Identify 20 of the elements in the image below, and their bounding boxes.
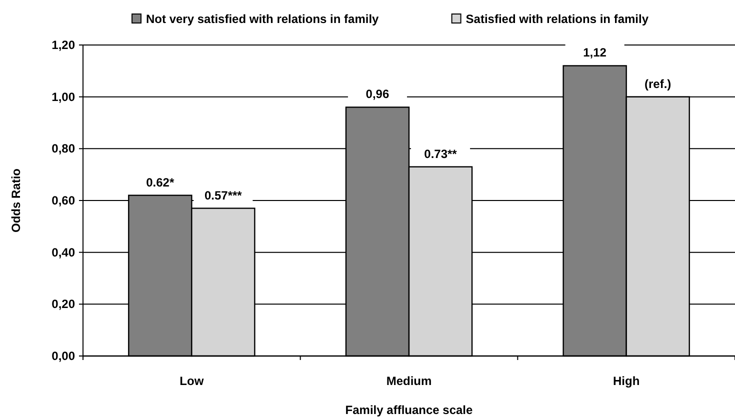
legend-label: Not very satisfied with relations in family — [146, 12, 380, 26]
data-label: 0.73** — [424, 146, 458, 161]
data-label: (ref.) — [644, 76, 672, 91]
x-tick-label: Medium — [386, 374, 432, 388]
data-label: 0,96 — [366, 87, 390, 102]
y-tick-label: 0,40 — [52, 245, 76, 260]
data-label: 1,12 — [583, 46, 607, 60]
data-label: 0.62* — [146, 175, 174, 190]
y-tick-label: 1,00 — [52, 90, 76, 104]
y-tick-label: 0,20 — [52, 297, 76, 312]
x-axis-title: Family affluance scale — [345, 403, 474, 417]
y-tick-label: 0,00 — [52, 349, 76, 363]
legend-label: Satisfied with relations in family — [466, 12, 649, 26]
x-tick-label: Low — [180, 374, 204, 388]
y-tick-label: 0,80 — [52, 142, 76, 156]
y-axis-title: Odds Ratio — [9, 168, 23, 233]
y-tick-label: 0,60 — [52, 194, 76, 208]
x-tick-label: High — [612, 374, 640, 388]
data-label: 0.57*** — [204, 188, 242, 202]
y-tick-label: 1,20 — [52, 38, 76, 52]
